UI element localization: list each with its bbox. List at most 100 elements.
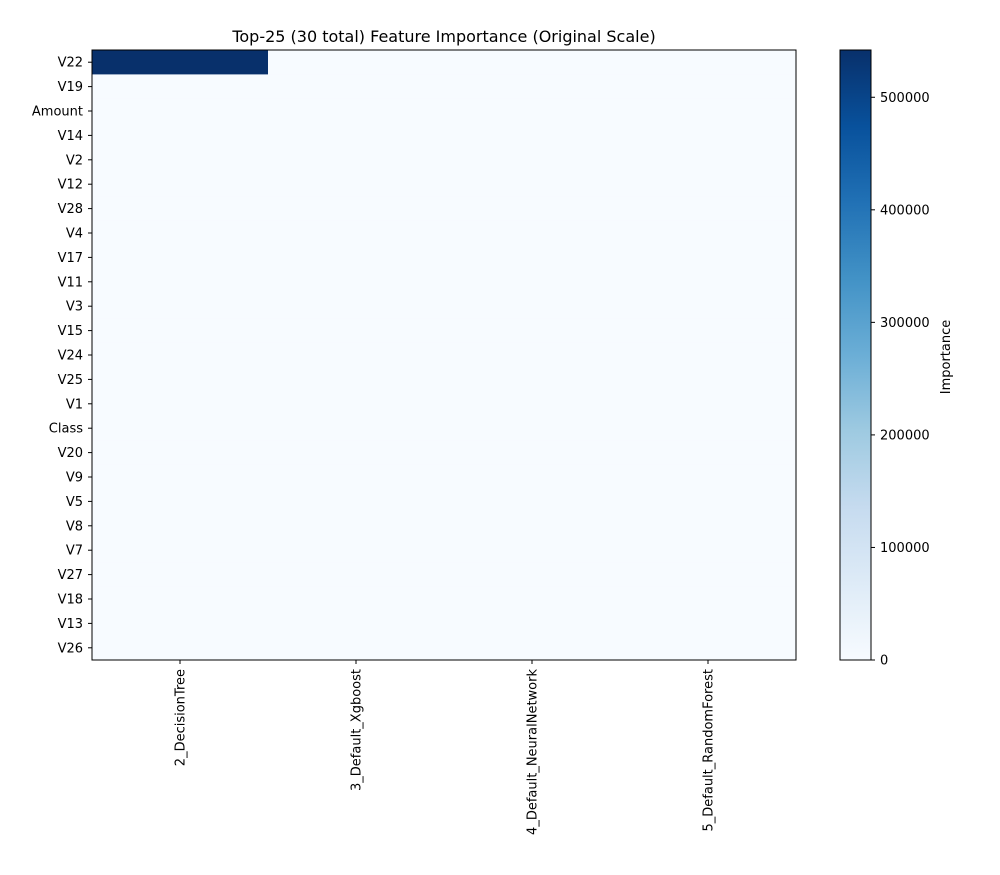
colorbar-tick-label: 0 [880,654,888,669]
row-tick-labels: V22 V19 Amount V14 V2 V12 V28 V4 V17 V11 V3 V15 V24 V… [32,56,92,656]
heatmap-cell-Amount-5_Default_RandomForest [620,98,797,124]
heatmap-cell-Class-4_Default_NeuralNetwork [444,416,621,441]
heatmap-cell-V13-4_Default_NeuralNetwork [444,611,621,637]
row-tick-label: V18 [58,593,83,608]
heatmap-cell-V19-4_Default_NeuralNetwork [444,74,621,100]
heatmap-cell-V17-2_DecisionTree [92,245,269,271]
chart-title: Top-25 (30 total) Feature Importance (Or… [231,27,655,46]
heatmap-cell-V9-3_Default_Xgboost [268,464,445,490]
heatmap-cell-V15-3_Default_Xgboost [268,318,445,344]
row-tick-label: V28 [58,202,83,217]
heatmap-cell-V22-5_Default_RandomForest [620,50,797,75]
row-tick-label: V8 [66,519,83,534]
heatmap-cell-V1-2_DecisionTree [92,391,269,417]
heatmap-cell-V17-3_Default_Xgboost [268,245,445,271]
heatmap-cell-V24-5_Default_RandomForest [620,342,797,368]
heatmap-cell-V24-3_Default_Xgboost [268,342,445,368]
heatmap-cell-V28-4_Default_NeuralNetwork [444,196,621,222]
column-tick-label: 4_Default_NeuralNetwork [526,669,541,835]
heatmap-cell-V13-5_Default_RandomForest [620,611,797,637]
heatmap-cell-V7-2_DecisionTree [92,538,269,563]
heatmap-cell-V18-2_DecisionTree [92,586,269,612]
heatmap-cell-V7-3_Default_Xgboost [268,538,445,563]
heatmap-cells [92,50,797,661]
heatmap-cell-V19-5_Default_RandomForest [620,74,797,100]
heatmap-cell-V15-2_DecisionTree [92,318,269,344]
heatmap-cell-V13-3_Default_Xgboost [268,611,445,637]
heatmap-cell-Class-5_Default_RandomForest [620,416,797,441]
heatmap-cell-V14-2_DecisionTree [92,123,269,149]
heatmap-cell-V1-3_Default_Xgboost [268,391,445,417]
row-tick-label: V9 [66,471,83,486]
heatmap-cell-V11-2_DecisionTree [92,269,269,295]
row-tick-label: Class [49,422,83,437]
heatmap-cell-V22-3_Default_Xgboost [268,50,445,75]
row-tick-label: V22 [58,56,83,71]
heatmap-cell-V12-5_Default_RandomForest [620,172,797,197]
heatmap-cell-V5-2_DecisionTree [92,489,269,515]
heatmap-cell-V17-5_Default_RandomForest [620,245,797,271]
colorbar-tick-label: 300000 [880,316,930,331]
row-tick-label: V15 [58,324,83,339]
heatmap-cell-V24-2_DecisionTree [92,342,269,368]
row-tick-label: V20 [58,446,83,461]
heatmap-cell-V7-4_Default_NeuralNetwork [444,538,621,563]
heatmap-cell-V3-4_Default_NeuralNetwork [444,294,621,319]
heatmap-cell-V3-3_Default_Xgboost [268,294,445,319]
heatmap-cell-Amount-2_DecisionTree [92,98,269,124]
heatmap-cell-V20-4_Default_NeuralNetwork [444,440,621,466]
heatmap-cell-V12-2_DecisionTree [92,172,269,197]
heatmap-cell-V27-3_Default_Xgboost [268,562,445,588]
row-tick-label: V27 [58,568,83,583]
row-tick-label: V24 [58,349,83,364]
column-tick-label: 3_Default_Xgboost [350,669,365,791]
heatmap-cell-V2-3_Default_Xgboost [268,147,445,173]
heatmap-cell-V8-4_Default_NeuralNetwork [444,513,621,539]
heatmap-cell-V8-3_Default_Xgboost [268,513,445,539]
heatmap-cell-V20-2_DecisionTree [92,440,269,466]
heatmap-cell-V14-5_Default_RandomForest [620,123,797,149]
heatmap-cell-V12-4_Default_NeuralNetwork [444,172,621,197]
heatmap-cell-Class-2_DecisionTree [92,416,269,441]
heatmap-cell-V4-2_DecisionTree [92,220,269,246]
heatmap-cell-V9-2_DecisionTree [92,464,269,490]
heatmap-cell-V22-4_Default_NeuralNetwork [444,50,621,75]
heatmap-cell-V26-3_Default_Xgboost [268,635,445,661]
row-tick-label: V7 [66,544,83,559]
heatmap-cell-V24-4_Default_NeuralNetwork [444,342,621,368]
colorbar [839,49,872,661]
row-tick-label: V2 [66,153,83,168]
heatmap-cell-V17-4_Default_NeuralNetwork [444,245,621,271]
heatmap-cell-V7-5_Default_RandomForest [620,538,797,563]
heatmap-cell-V15-5_Default_RandomForest [620,318,797,344]
heatmap-cell-V11-5_Default_RandomForest [620,269,797,295]
heatmap-cell-V28-5_Default_RandomForest [620,196,797,222]
heatmap-cell-V18-4_Default_NeuralNetwork [444,586,621,612]
row-tick-label: V12 [58,178,83,193]
heatmap-cell-V20-3_Default_Xgboost [268,440,445,466]
heatmap-cell-V1-5_Default_RandomForest [620,391,797,417]
heatmap-cell-V26-2_DecisionTree [92,635,269,661]
heatmap-cell-V8-5_Default_RandomForest [620,513,797,539]
row-tick-label: Amount [32,105,83,120]
heatmap-cell-V2-2_DecisionTree [92,147,269,173]
heatmap-cell-V5-4_Default_NeuralNetwork [444,489,621,515]
heatmap-cell-V5-5_Default_RandomForest [620,489,797,515]
heatmap-cell-V11-3_Default_Xgboost [268,269,445,295]
heatmap-cell-V2-4_Default_NeuralNetwork [444,147,621,173]
row-tick-label: V14 [58,129,83,144]
heatmap-cell-V12-3_Default_Xgboost [268,172,445,197]
heatmap-cell-V27-5_Default_RandomForest [620,562,797,588]
heatmap-cell-V28-2_DecisionTree [92,196,269,222]
heatmap-cell-V26-4_Default_NeuralNetwork [444,635,621,661]
heatmap-cell-V27-4_Default_NeuralNetwork [444,562,621,588]
colorbar-label: Importance [939,320,954,395]
row-tick-label: V3 [66,300,83,315]
heatmap-cell-V13-2_DecisionTree [92,611,269,637]
row-tick-label: V26 [58,641,83,656]
heatmap-cell-V26-5_Default_RandomForest [620,635,797,661]
column-tick-labels: 2_DecisionTree 3_Default_Xgboost 4_Default… [174,660,717,835]
heatmap-cell-V25-3_Default_Xgboost [268,367,445,393]
